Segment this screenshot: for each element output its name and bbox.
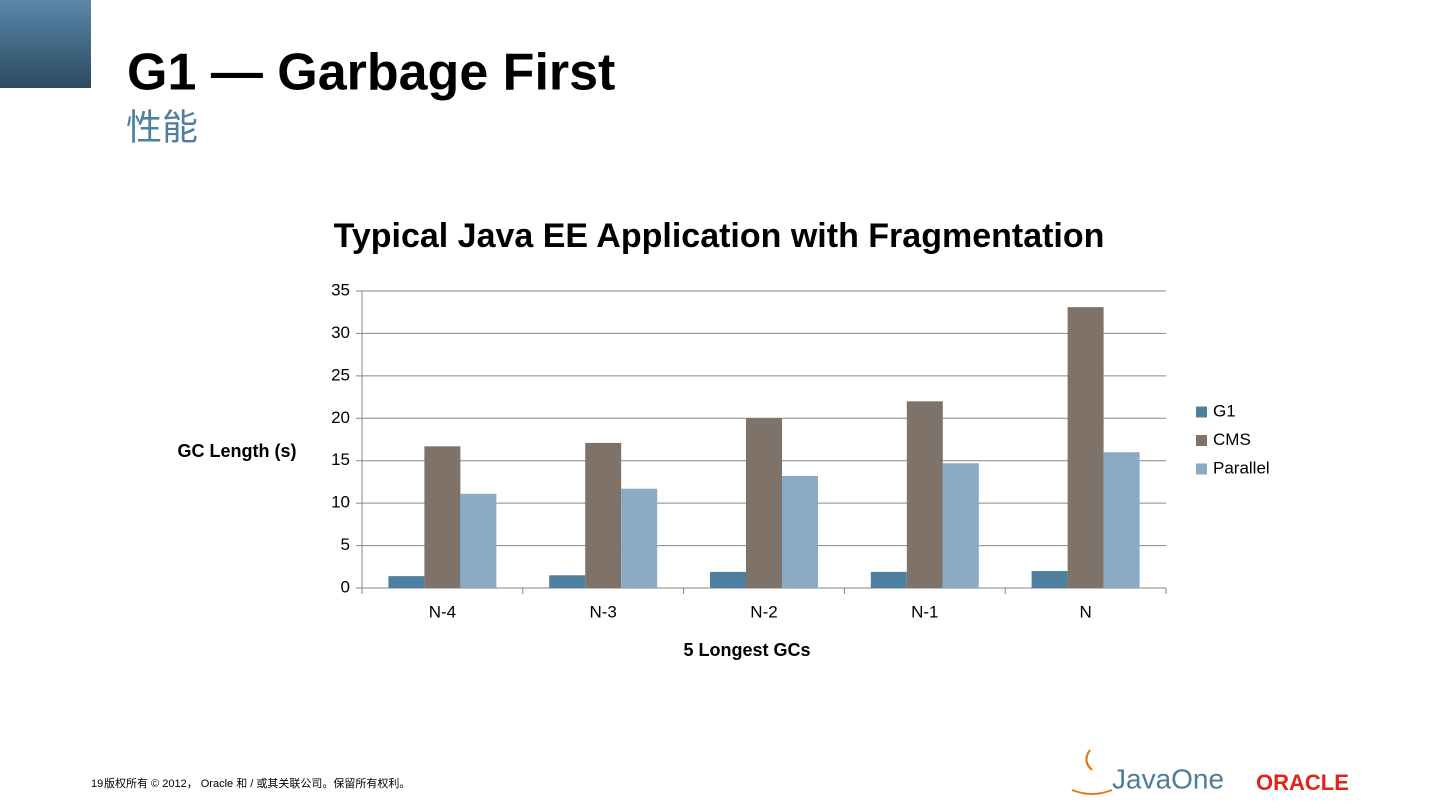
x-tick-label: N-4 [429,602,456,621]
y-tick-label: 0 [341,577,350,596]
legend-label: G1 [1213,401,1236,420]
y-tick-label: 25 [331,365,350,384]
x-axis-label: 5 Longest GCs [683,640,810,660]
page-number: 19 [91,778,103,790]
bar [870,571,907,588]
bar [388,576,425,588]
legend-swatch [1196,435,1207,446]
bar [424,446,461,588]
bar [906,401,943,588]
bar [549,575,586,588]
bar [1067,307,1104,588]
y-tick-label: 15 [331,450,350,469]
y-axis-label: GC Length (s) [178,441,297,461]
legend-label: Parallel [1213,458,1270,477]
bar [621,488,658,588]
x-tick-label: N-2 [750,602,777,621]
y-tick-label: 30 [331,323,350,342]
x-tick-label: N-1 [911,602,938,621]
y-tick-label: 35 [331,280,350,299]
bar [710,571,746,588]
legend-label: CMS [1213,430,1251,449]
legend-swatch [1196,406,1207,418]
x-tick-label: N-3 [589,602,616,621]
y-tick-label: 20 [331,408,350,427]
corner-block [0,0,91,88]
javaone-logo: JavaOne [1112,763,1224,794]
slide-subtitle: 性能 [126,107,198,148]
slide-title: G1 — Garbage First [127,44,615,102]
java-cup [1071,749,1113,795]
x-tick-label: N [1079,602,1091,621]
chart-title: Typical Java EE Application with Fragmen… [334,217,1105,255]
copyright: 版权所有 © 2012， Oracle 和 / 或其关联公司。保留所有权利。 [104,776,410,790]
y-tick-label: 10 [331,493,350,512]
legend-swatch [1196,463,1207,475]
y-tick-label: 5 [341,535,350,554]
bar [585,442,622,588]
bar [782,475,818,588]
bar [942,463,979,588]
bar [460,493,497,588]
oracle-logo: ORACLE [1256,770,1349,795]
bar [746,418,782,588]
bar [1103,452,1140,588]
bar [1031,571,1068,588]
